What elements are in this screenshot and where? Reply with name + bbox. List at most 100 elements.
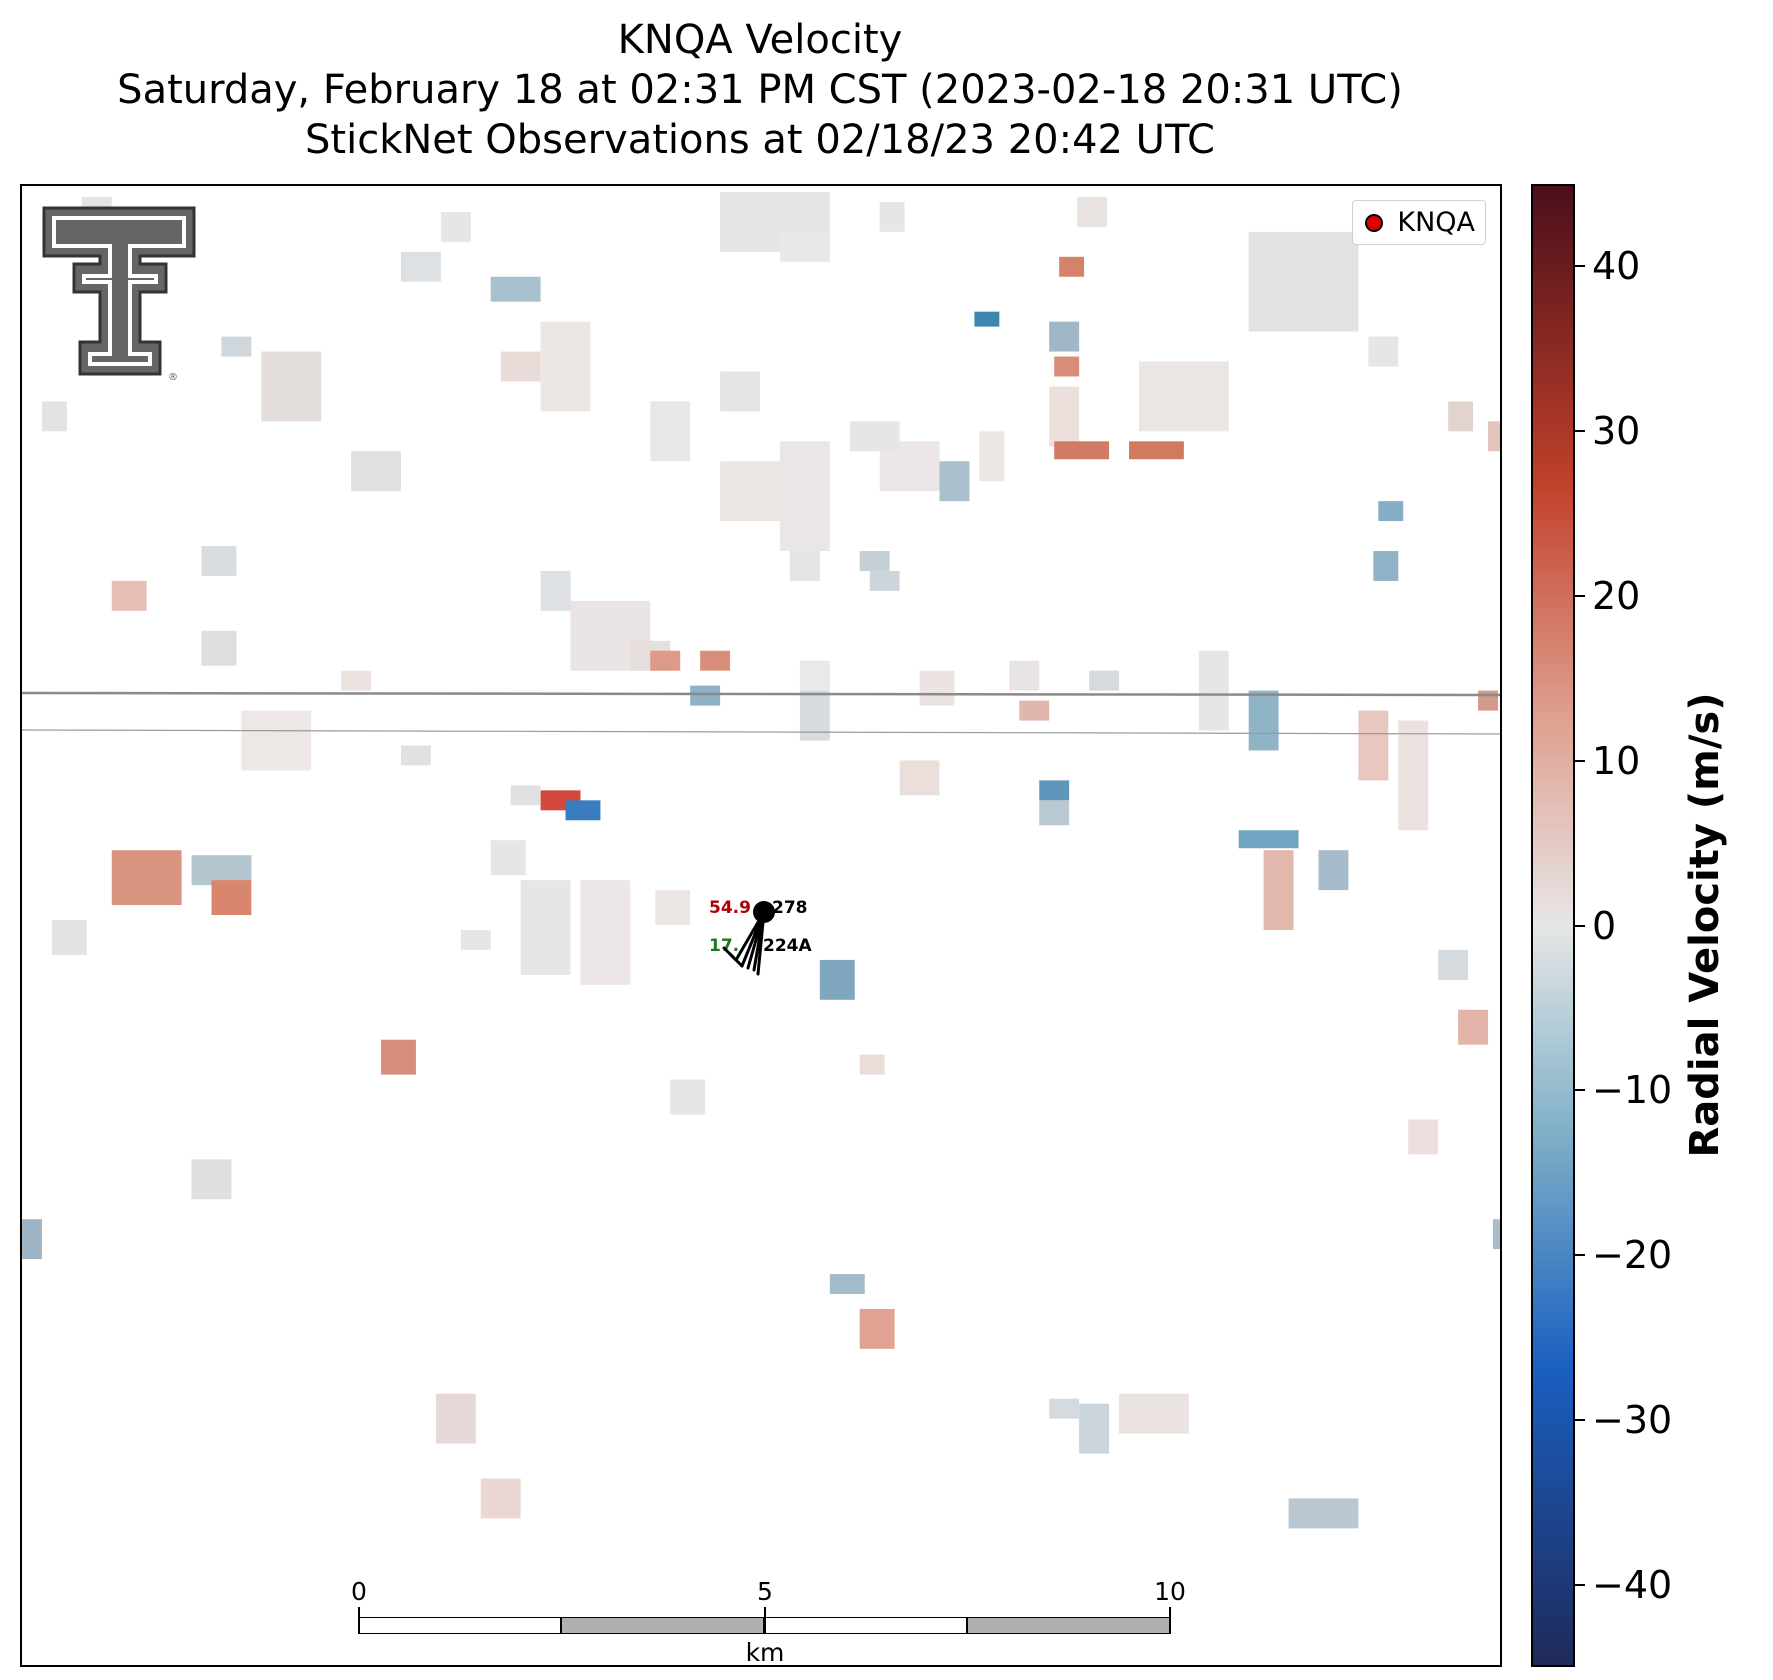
radar-velocity-gate xyxy=(1198,650,1229,731)
radar-velocity-gate xyxy=(41,401,67,432)
radar-velocity-gate xyxy=(540,570,571,611)
radar-velocity-gate xyxy=(460,929,491,950)
radar-velocity-gate xyxy=(690,685,721,706)
radar-velocity-gate xyxy=(859,551,890,571)
radar-velocity-gate xyxy=(859,1308,895,1349)
scale-label-0: 0 xyxy=(351,1577,367,1606)
radar-velocity-gate xyxy=(1039,780,1070,801)
radar-velocity-gate xyxy=(819,959,855,1000)
colorbar-tick-label: 10 xyxy=(1592,738,1641,783)
colorbar-tick xyxy=(1575,1254,1585,1257)
title-line-3: StickNet Observations at 02/18/23 20:42 … xyxy=(305,117,1215,163)
station-dewpoint: 17. xyxy=(709,936,740,956)
radar-velocity-gate xyxy=(1054,356,1080,377)
county-line xyxy=(22,691,1500,697)
radar-velocity-gate xyxy=(919,670,955,706)
colorbar-tick-label: −20 xyxy=(1592,1233,1673,1278)
radar-velocity-gate xyxy=(341,670,372,691)
svg-text:®: ® xyxy=(168,372,178,383)
legend-label: KNQA xyxy=(1397,207,1475,238)
radar-velocity-gate xyxy=(381,1039,416,1075)
colorbar-tick xyxy=(1575,594,1585,597)
radar-velocity-gate xyxy=(1408,1119,1439,1155)
radar-velocity-gate xyxy=(221,336,252,357)
colorbar-title: Radial Velocity (m/s) xyxy=(1682,692,1728,1158)
radar-velocity-gate xyxy=(1448,401,1474,432)
radar-velocity-gate xyxy=(1119,1393,1189,1434)
radar-velocity-gate xyxy=(400,745,431,766)
radar-velocity-gate xyxy=(1493,1219,1500,1250)
radar-velocity-gate xyxy=(1077,196,1108,227)
radar-velocity-gate xyxy=(490,276,541,302)
radar-velocity-gate xyxy=(869,570,900,591)
colorbar-tick xyxy=(1575,924,1585,927)
radar-velocity-gate xyxy=(1238,830,1299,849)
radar-velocity-gate xyxy=(211,880,252,916)
radar-velocity-gate xyxy=(51,920,87,955)
radar-velocity-gate xyxy=(261,351,322,422)
radar-velocity-gate xyxy=(540,321,591,412)
radar-velocity-gate xyxy=(500,351,541,382)
radar-velocity-gate xyxy=(435,1393,476,1444)
scale-segment xyxy=(967,1617,1170,1634)
radar-velocity-gate xyxy=(580,880,631,985)
radar-velocity-gate xyxy=(670,1079,706,1115)
radar-velocity-gate xyxy=(1373,551,1399,581)
radar-velocity-gate xyxy=(111,850,182,906)
wind-barb-icon xyxy=(722,901,775,976)
radar-velocity-gate xyxy=(1263,850,1294,930)
radar-velocity-gate xyxy=(1288,1498,1359,1529)
scale-label-10: 10 xyxy=(1154,1577,1186,1606)
radar-velocity-gate xyxy=(440,211,471,242)
title-line-2: Saturday, February 18 at 02:31 PM CST (2… xyxy=(117,67,1403,113)
radar-velocity-gate xyxy=(1438,949,1469,980)
radar-velocity-gate xyxy=(799,660,830,696)
radar-velocity-gate xyxy=(1049,1398,1080,1419)
radar-velocity-gate xyxy=(400,251,441,282)
radar-velocity-gate xyxy=(351,451,401,492)
road-line xyxy=(22,729,1500,735)
radar-velocity-gate xyxy=(1079,1403,1110,1454)
colorbar-tick xyxy=(1575,759,1585,762)
scale-label-5: 5 xyxy=(757,1577,773,1606)
radar-velocity-gate xyxy=(655,890,691,926)
radar-velocity-gate xyxy=(565,800,601,821)
radar-velocity-gate xyxy=(879,201,905,232)
radar-velocity-gate xyxy=(1054,441,1110,460)
radar-velocity-gate xyxy=(779,231,830,262)
radar-velocity-gate xyxy=(779,441,830,552)
radar-velocity-gate xyxy=(490,840,526,876)
title-line-1: KNQA Velocity xyxy=(617,17,903,63)
boundary-lines xyxy=(22,691,1500,735)
radar-velocity-gate xyxy=(1049,386,1080,447)
radar-velocity-gate xyxy=(979,431,1005,482)
radar-velocity-gate xyxy=(1378,501,1404,522)
station-temperature: 54.9 xyxy=(709,898,751,918)
scale-segment xyxy=(358,1617,561,1634)
radar-velocity-gate xyxy=(510,785,541,806)
radar-velocity-gate xyxy=(974,311,1000,327)
radar-velocity-gate xyxy=(520,880,571,975)
radar-velocity-gate xyxy=(111,580,147,611)
radar-velocity-gate xyxy=(1398,720,1429,831)
radar-velocity-gate xyxy=(650,650,681,671)
radar-velocity-gate xyxy=(829,1274,865,1295)
radar-velocity-gate xyxy=(1039,800,1070,826)
colorbar-tick-label: 20 xyxy=(1592,573,1641,618)
map-legend: KNQA xyxy=(1352,200,1486,245)
radar-velocity-gate xyxy=(700,650,731,671)
colorbar-tick xyxy=(1575,1418,1585,1421)
colorbar-tick xyxy=(1575,430,1585,433)
radar-velocity-gate xyxy=(1488,421,1500,452)
radar-velocity-gate xyxy=(1318,850,1349,891)
radar-velocity-gate xyxy=(1358,710,1389,781)
texas-tech-logo: ® xyxy=(42,206,196,383)
colorbar-tick-label: 30 xyxy=(1592,409,1641,454)
radar-velocity-gate xyxy=(899,760,940,796)
scale-segment xyxy=(764,1617,967,1634)
velocity-colorbar xyxy=(1531,184,1575,1667)
radar-map-panel[interactable]: ® KNQA 54.9 278 17. 224A 0 5 10 km xyxy=(20,184,1502,1667)
radar-velocity-gate xyxy=(720,461,780,522)
radar-velocity-gate xyxy=(1248,231,1359,332)
radar-velocity-gate xyxy=(1049,321,1080,352)
